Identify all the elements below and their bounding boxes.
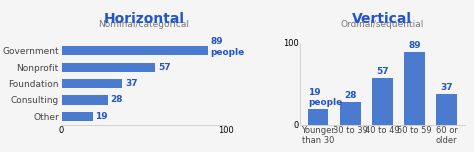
Text: 57: 57 [376, 67, 389, 76]
Text: 37: 37 [125, 79, 137, 88]
Title: Horizontal: Horizontal [103, 12, 184, 26]
Text: Ordinal/sequential: Ordinal/sequential [341, 20, 424, 29]
Text: 89
people: 89 people [210, 38, 245, 57]
Bar [62, 95, 108, 105]
Title: Vertical: Vertical [352, 12, 412, 26]
Bar [62, 79, 122, 88]
Text: 89: 89 [408, 41, 421, 50]
Text: 57: 57 [158, 63, 171, 72]
Bar [372, 78, 393, 125]
Bar [340, 102, 361, 125]
Bar [62, 63, 155, 72]
Text: 19: 19 [95, 112, 108, 121]
Text: 28: 28 [110, 95, 123, 104]
Text: 19
people: 19 people [309, 88, 343, 107]
Text: Nominal/categorical: Nominal/categorical [98, 20, 189, 29]
Bar [62, 46, 208, 55]
Bar [436, 94, 457, 125]
Bar [62, 112, 93, 121]
Text: 37: 37 [440, 83, 453, 92]
Text: 28: 28 [344, 91, 356, 100]
Bar [404, 52, 425, 125]
Bar [308, 109, 328, 125]
